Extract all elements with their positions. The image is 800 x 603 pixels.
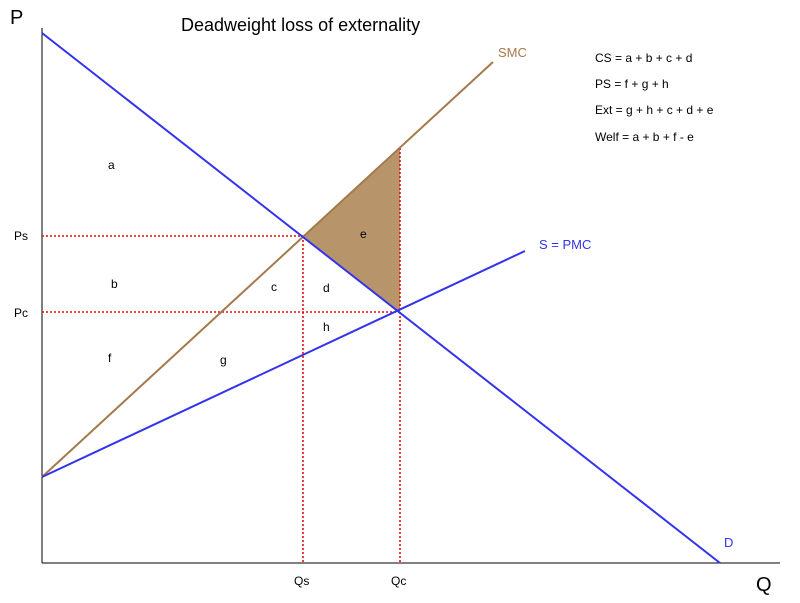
diagram-title: Deadweight loss of externality <box>181 15 420 35</box>
demand-label: D <box>724 535 733 550</box>
supply-pmc-curve <box>41 250 526 478</box>
qs-tick-label: Qs <box>294 574 309 588</box>
area-a-label: a <box>108 158 115 172</box>
smc-curve <box>41 61 494 478</box>
area-c-label: c <box>271 280 277 294</box>
legend-ps: PS = f + g + h <box>595 77 669 91</box>
smc-label: SMC <box>498 45 527 60</box>
deadweight-loss-triangle <box>303 148 400 312</box>
legend-welf: Welf = a + b + f - e <box>595 130 694 144</box>
y-axis-label: P <box>10 7 23 29</box>
x-axis-label: Q <box>756 574 772 596</box>
area-e-label: e <box>360 227 367 241</box>
area-b-label: b <box>111 277 118 291</box>
area-g-label: g <box>220 353 227 367</box>
legend-ext: Ext = g + h + c + d + e <box>595 103 714 117</box>
pc-tick-label: Pc <box>14 306 28 320</box>
area-h-label: h <box>323 320 330 334</box>
ps-tick-label: Ps <box>14 229 28 243</box>
area-d-label: d <box>323 281 330 295</box>
legend-cs: CS = a + b + c + d <box>595 51 692 65</box>
supply-pmc-label: S = PMC <box>539 237 591 252</box>
area-f-label: f <box>108 351 112 365</box>
qc-tick-label: Qc <box>391 574 406 588</box>
demand-curve <box>41 32 721 564</box>
